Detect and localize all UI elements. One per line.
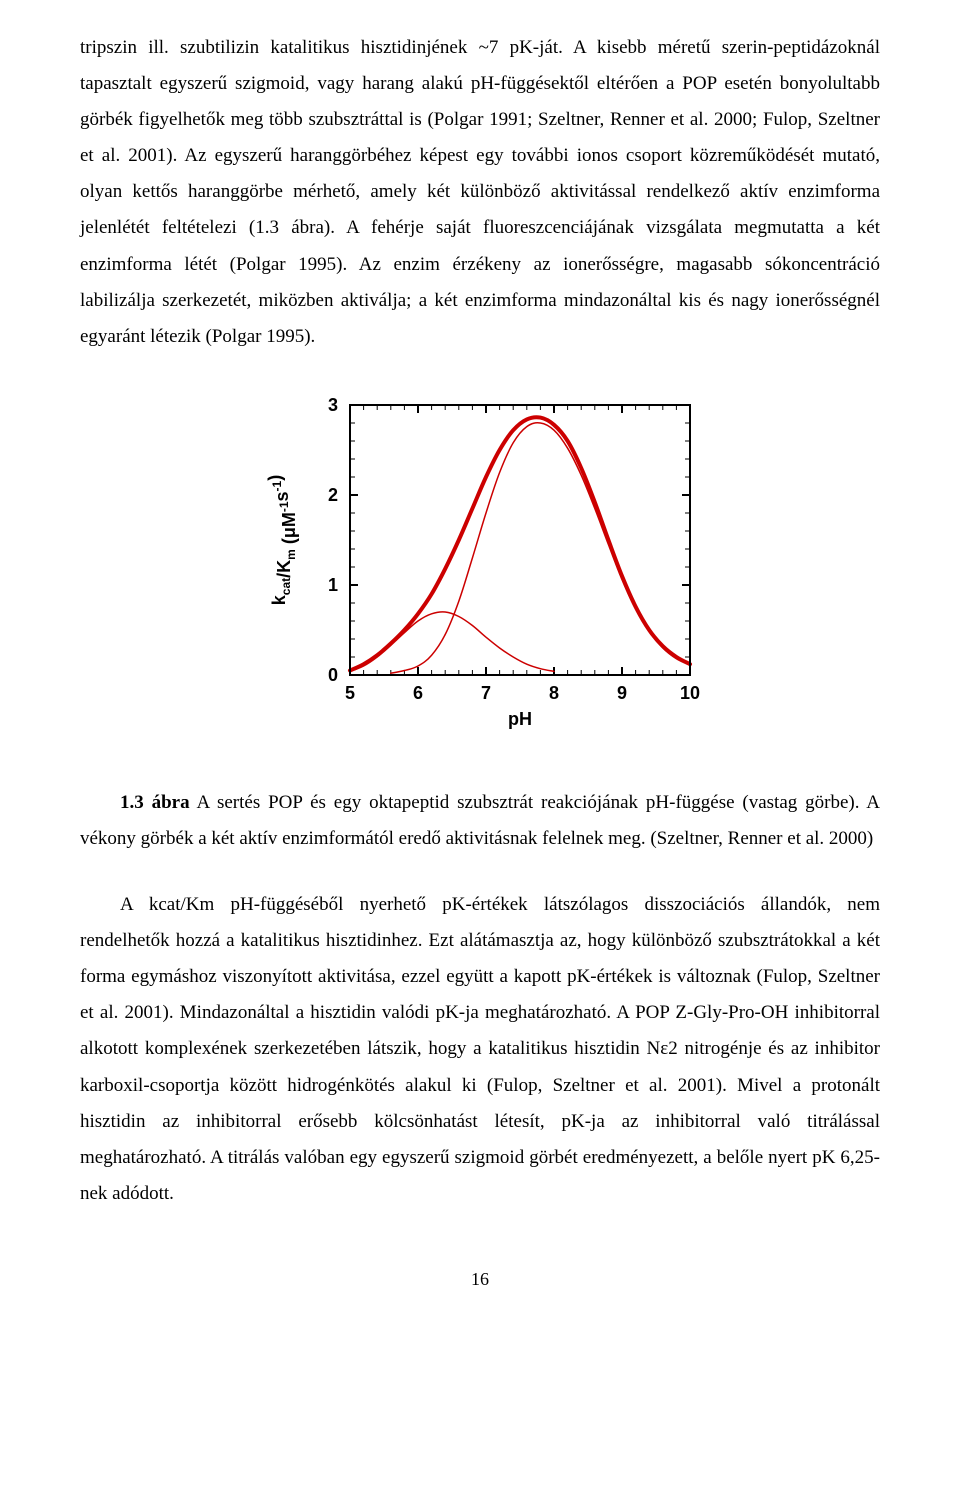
svg-text:8: 8 — [549, 683, 559, 703]
svg-text:1: 1 — [328, 575, 338, 595]
svg-text:5: 5 — [345, 683, 355, 703]
svg-text:0: 0 — [328, 665, 338, 685]
svg-text:3: 3 — [328, 395, 338, 415]
svg-text:kcat/Km (μM-1s-1): kcat/Km (μM-1s-1) — [265, 475, 299, 605]
svg-text:2: 2 — [328, 485, 338, 505]
page-number: 16 — [80, 1262, 880, 1296]
figure-caption: 1.3 ábra A sertés POP és egy oktapeptid … — [80, 785, 880, 857]
caption-prefix: 1.3 ábra — [120, 792, 190, 813]
paragraph-1: tripszin ill. szubtilizin katalitikus hi… — [80, 30, 880, 355]
chart-container: 5 6 7 8 9 10 0 1 2 3 pH kcat/Km (μM-1s-1) — [80, 385, 880, 745]
svg-text:7: 7 — [481, 683, 491, 703]
svg-text:9: 9 — [617, 683, 627, 703]
svg-text:pH: pH — [508, 709, 532, 729]
svg-text:6: 6 — [413, 683, 423, 703]
ph-activity-chart: 5 6 7 8 9 10 0 1 2 3 pH kcat/Km (μM-1s-1) — [250, 385, 710, 745]
caption-text: A sertés POP és egy oktapeptid szubsztrá… — [80, 792, 880, 849]
svg-text:10: 10 — [680, 683, 700, 703]
paragraph-2: A kcat/Km pH-függéséből nyerhető pK-érté… — [80, 887, 880, 1212]
